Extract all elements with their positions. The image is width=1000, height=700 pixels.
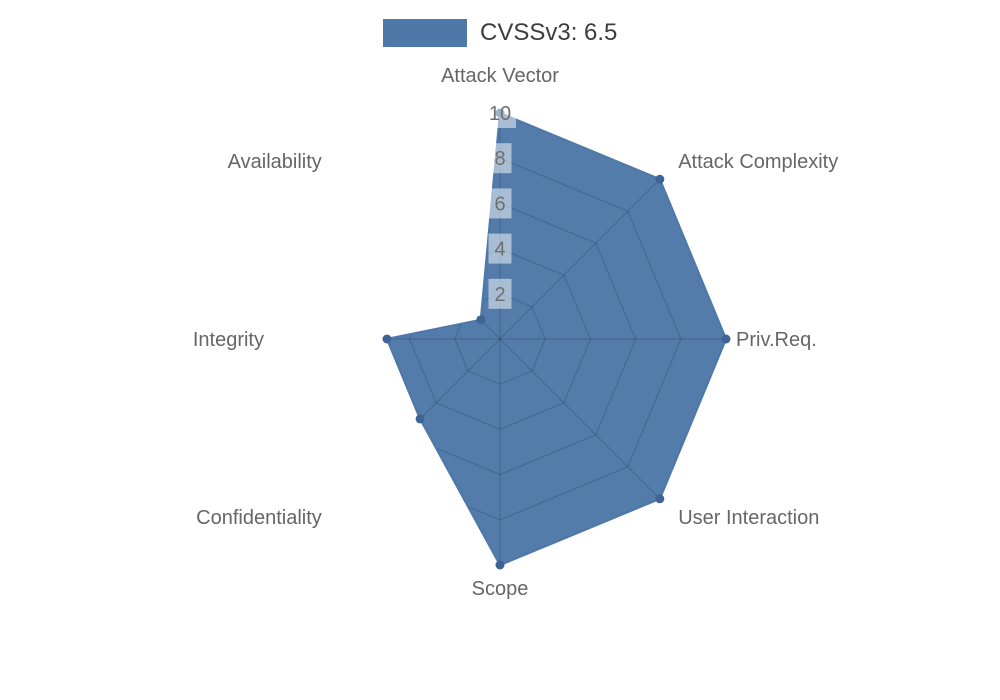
legend-swatch	[383, 19, 467, 47]
axis-label-integrity: Integrity	[193, 329, 264, 351]
axis-label-attack-vector: Attack Vector	[441, 65, 559, 87]
data-point-integrity	[382, 334, 392, 344]
axis-label-confidentiality: Confidentiality	[196, 507, 322, 529]
axis-label-attack-complexity: Attack Complexity	[678, 151, 838, 173]
tick-label-2: 2	[494, 284, 505, 306]
grid-spoke	[387, 178, 501, 340]
tick-box	[484, 98, 516, 128]
grid-spoke	[499, 338, 661, 500]
radar-fill	[387, 113, 726, 565]
tick-label-4: 4	[494, 239, 505, 261]
data-point-confidentiality	[415, 414, 425, 424]
tick-label-10: 10	[489, 103, 511, 125]
axis-label-scope: Scope	[472, 578, 529, 600]
tick-box	[488, 188, 512, 219]
tick-label-6: 6	[494, 193, 505, 215]
data-point-priv-req-	[721, 334, 731, 344]
tick-box	[488, 233, 512, 264]
tick-box	[488, 278, 512, 309]
axis-label-availability: Availability	[228, 151, 322, 173]
tick-label-8: 8	[494, 148, 505, 170]
axis-label-user-interaction: User Interaction	[678, 507, 819, 529]
legend-label: CVSSv3: 6.5	[480, 19, 618, 46]
legend-item-cvssv3[interactable]: CVSSv3: 6.5	[383, 19, 617, 47]
axis-label-priv-req-: Priv.Req.	[736, 329, 817, 351]
tick-box	[488, 143, 512, 174]
legend: CVSSv3: 6.5	[383, 19, 617, 47]
data-point-availability	[476, 315, 486, 325]
data-point-attack-complexity	[655, 174, 665, 184]
grid-spoke	[499, 178, 661, 340]
data-point-scope	[495, 560, 505, 570]
grid-ring	[387, 157, 682, 521]
data-point-user-interaction	[655, 494, 665, 504]
